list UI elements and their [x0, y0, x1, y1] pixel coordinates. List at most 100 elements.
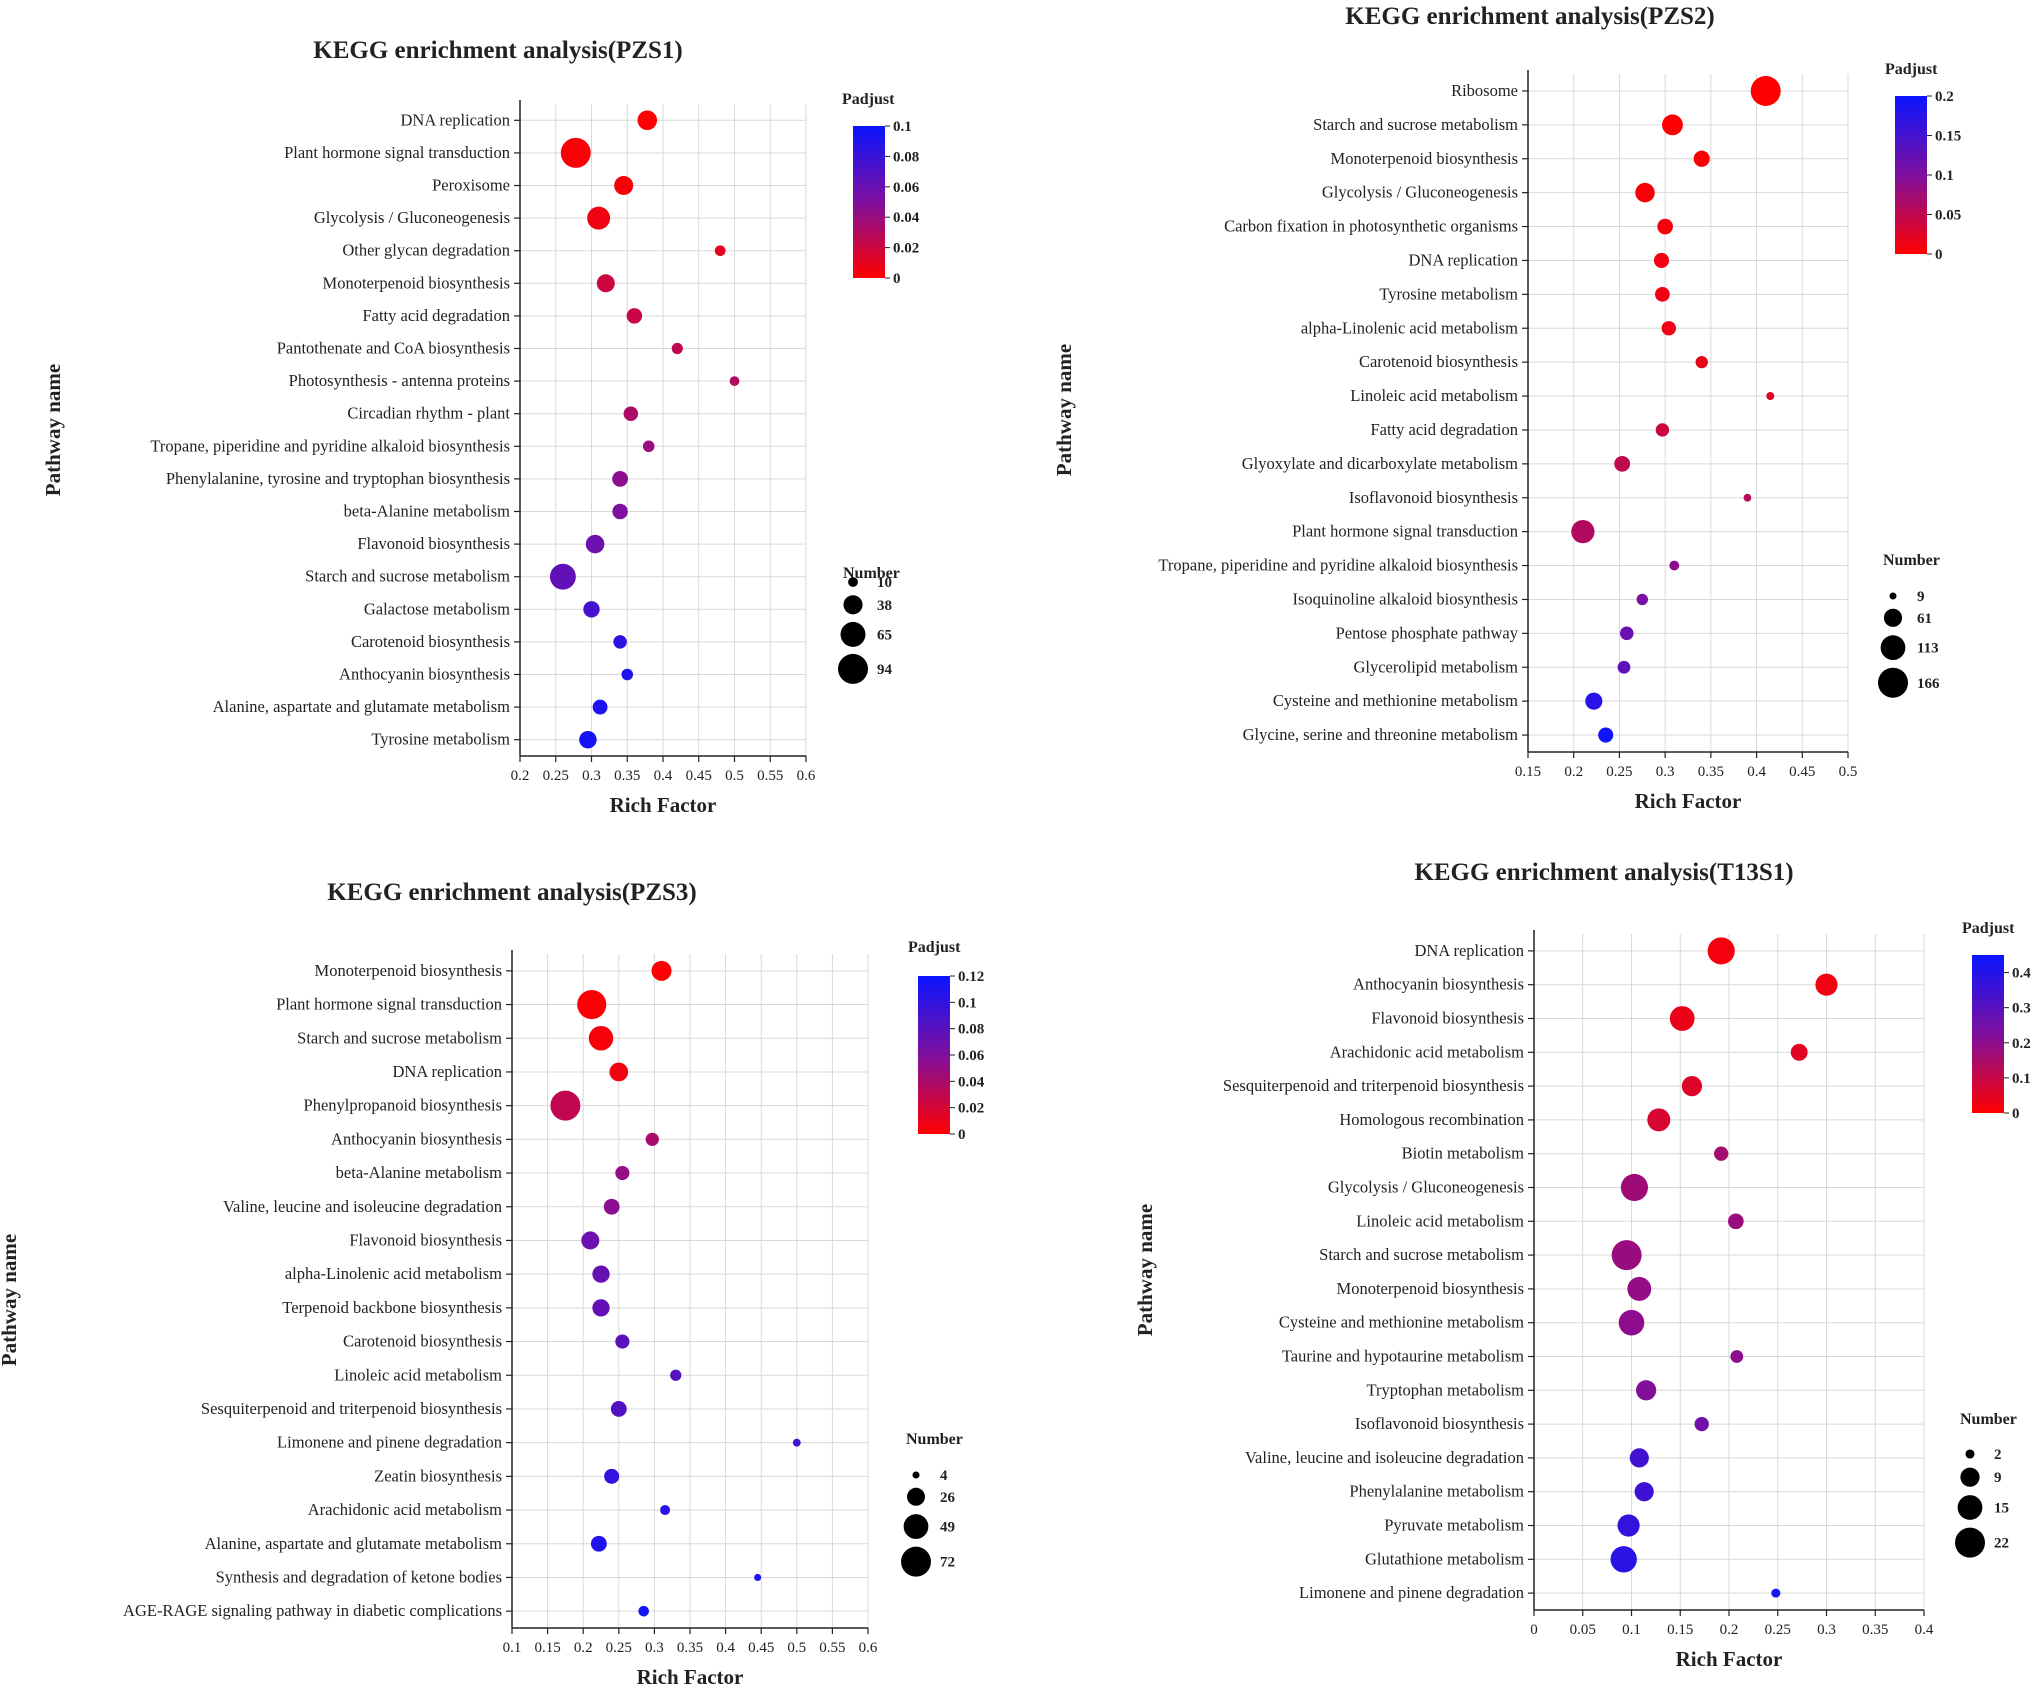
pathway-label: Other glycan degradation [342, 241, 510, 260]
size-legend-circle [1880, 635, 1906, 661]
pathway-label: Glycolysis / Gluconeogenesis [314, 208, 510, 227]
pathway-label: Monoterpenoid biosynthesis [315, 961, 502, 980]
x-tick-label: 0.55 [757, 768, 783, 784]
data-point: DNA replication: 0.192 (n=18, padj=0.02) [1707, 937, 1735, 965]
pathway-label: Sesquiterpenoid and triterpenoid biosynt… [1223, 1076, 1524, 1095]
size-legend-circle [848, 577, 858, 587]
pathway-label: Galactose metabolism [364, 599, 510, 618]
pathway-label: alpha-Linolenic acid metabolism [285, 1264, 502, 1283]
x-tick-label: 0.45 [1789, 764, 1815, 780]
x-tick-label: 0.45 [748, 1640, 774, 1656]
colorbar-tick-label: 0.02 [958, 1101, 984, 1117]
pathway-label: Phenylalanine metabolism [1349, 1482, 1524, 1501]
pathway-label: Arachidonic acid metabolism [308, 1500, 502, 1519]
pathway-label: alpha-Linolenic acid metabolism [1301, 318, 1518, 337]
x-tick-label: 0.05 [1570, 1622, 1596, 1638]
pathway-label: Anthocyanin biosynthesis [1353, 975, 1524, 994]
data-point: Other glycan degradation: 0.48 (n=12, pa… [714, 245, 726, 257]
pathway-label: Carotenoid biosynthesis [343, 1332, 502, 1351]
data-point: Glutathione metabolism: 0.092 (n=17, pad… [1610, 1546, 1637, 1573]
data-point: DNA replication: 0.25 (n=28, padj=0.006) [609, 1062, 629, 1082]
colorbar-tick-label: 0.1 [893, 119, 912, 135]
x-tick-label: 0.3 [1817, 1622, 1836, 1638]
pathway-label: Linoleic acid metabolism [1350, 386, 1518, 405]
data-point: Homologous recombination: 0.128 (n=13, p… [1647, 1108, 1671, 1132]
data-point: Carotenoid biosynthesis: 0.34 (n=19, pad… [613, 635, 627, 649]
x-tick-label: 0.35 [677, 1640, 703, 1656]
size-legend-label: 10 [877, 575, 892, 591]
pathway-label: Peroxisome [432, 176, 510, 195]
x-tick-label: 0.5 [725, 768, 744, 784]
data-point: Terpenoid backbone biosynthesis: 0.225 (… [592, 1299, 610, 1317]
colorbar-tick-label: 0.2 [2012, 1036, 2031, 1052]
pathway-label: AGE-RAGE signaling pathway in diabetic c… [123, 1601, 502, 1620]
data-point: Linoleic acid metabolism: 0.207 (n=6, pa… [1727, 1213, 1744, 1230]
colorbar-tick-label: 0.3 [2012, 1001, 2031, 1017]
pathway-label: Limonene and pinene degradation [1299, 1583, 1524, 1602]
pathway-label: Glutathione metabolism [1365, 1549, 1524, 1568]
pathway-label: Tryptophan metabolism [1366, 1380, 1524, 1399]
size-legend-circle [1889, 592, 1897, 600]
x-tick-label: 0.4 [1915, 1622, 1934, 1638]
x-tick-label: 0.15 [1515, 764, 1541, 780]
colorbar-tick-label: 0 [2012, 1106, 2020, 1122]
colorbar-tick-label: 0.12 [958, 969, 984, 985]
x-tick-label: 0.4 [1747, 764, 1766, 780]
x-axis-label: Rich Factor [637, 1665, 744, 1688]
pathway-label: Glycolysis / Gluconeogenesis [1328, 1178, 1524, 1197]
x-tick-label: 0.4 [716, 1640, 735, 1656]
chart-title: KEGG enrichment analysis(PZS2) [1345, 3, 1714, 30]
data-point: Synthesis and degradation of ketone bodi… [754, 1573, 762, 1581]
data-point: Flavonoid biosynthesis: 0.152 (n=15, pad… [1669, 1006, 1695, 1031]
data-point: Tyrosine metabolism: 0.295 (n=32, padj=0… [579, 730, 597, 749]
pathway-label: Fatty acid degradation [1370, 420, 1518, 439]
data-point: Glycine, serine and threonine metabolism… [1598, 727, 1614, 743]
size-legend-label: 94 [877, 662, 893, 678]
data-point: Phenylalanine, tyrosine and tryptophan b… [612, 471, 628, 487]
pathway-label: beta-Alanine metabolism [336, 1163, 502, 1182]
data-point: Pyruvate metabolism: 0.097 (n=12, padj=0… [1617, 1514, 1640, 1537]
pathway-label: Monoterpenoid biosynthesis [1337, 1279, 1524, 1298]
size-legend-circle [1955, 1527, 1985, 1558]
pathway-label: Plant hormone signal transduction [284, 143, 510, 162]
size-legend-title: Number [1960, 1411, 2017, 1428]
pathway-label: Carbon fixation in photosynthetic organi… [1224, 217, 1518, 236]
data-point: Ribosome: 0.41 (n=166, padj=0) [1750, 75, 1781, 106]
size-legend-label: 9 [1994, 1470, 2002, 1486]
pathway-label: Plant hormone signal transduction [276, 995, 502, 1014]
x-tick-label: 0.25 [606, 1640, 632, 1656]
data-point: Phenylpropanoid biosynthesis: 0.175 (n=7… [550, 1090, 581, 1121]
data-point: Alanine, aspartate and glutamate metabol… [590, 1535, 607, 1552]
data-point: AGE-RAGE signaling pathway in diabetic c… [638, 1605, 650, 1617]
data-point: Glycerolipid metabolism: 0.255 (n=30, pa… [1617, 660, 1631, 674]
data-point: Sesquiterpenoid and triterpenoid biosynt… [1681, 1075, 1703, 1097]
colorbar-title: Padjust [908, 939, 961, 956]
data-point: Glyoxylate and dicarboxylate metabolism:… [1614, 455, 1631, 472]
x-tick-label: 0.4 [654, 768, 673, 784]
pathway-label: Synthesis and degradation of ketone bodi… [216, 1567, 502, 1586]
pathway-label: Isoquinoline alkaloid biosynthesis [1293, 589, 1518, 608]
x-tick-label: 0.2 [1720, 1622, 1739, 1638]
pathway-label: Arachidonic acid metabolism [1330, 1042, 1524, 1061]
colorbar-title: Padjust [842, 91, 895, 108]
chart-2: KEGG enrichment analysis(PZS2) 0.15 0.2 0.2… [1052, 3, 1961, 813]
size-legend-label: 26 [940, 1490, 956, 1506]
pathway-label: Anthocyanin biosynthesis [331, 1129, 502, 1148]
data-point: Starch and sucrose metabolism: 0.26 (n=7… [549, 563, 576, 590]
size-legend-circle [1957, 1495, 1983, 1520]
pathway-label: Isoflavonoid biosynthesis [1349, 488, 1518, 507]
x-tick-label: 0.3 [1656, 764, 1675, 780]
data-point: Sesquiterpenoid and triterpenoid biosynt… [610, 1401, 627, 1417]
pathway-label: Limonene and pinene degradation [277, 1433, 502, 1452]
data-point: Tryptophan metabolism: 0.115 (n=10, padj… [1636, 1380, 1657, 1401]
size-legend-title: Number [843, 565, 900, 582]
pathway-label: Pantothenate and CoA biosynthesis [277, 339, 510, 358]
data-point: Tropane, piperidine and pyridine alkaloi… [1669, 560, 1680, 571]
data-point: DNA replication: 0.296 (n=42, padj=0.01) [1653, 252, 1670, 268]
colorbar-tick-label: 0.06 [958, 1048, 985, 1064]
size-legend-title: Number [906, 1431, 963, 1448]
x-tick-label: 0.45 [686, 768, 712, 784]
colorbar-tick-label: 0.04 [958, 1074, 985, 1090]
pathway-label: Starch and sucrose metabolism [1313, 115, 1518, 134]
chart-4: KEGG enrichment analysis(T13S1) 0 0.05 0.1 0… [1133, 859, 2031, 1671]
